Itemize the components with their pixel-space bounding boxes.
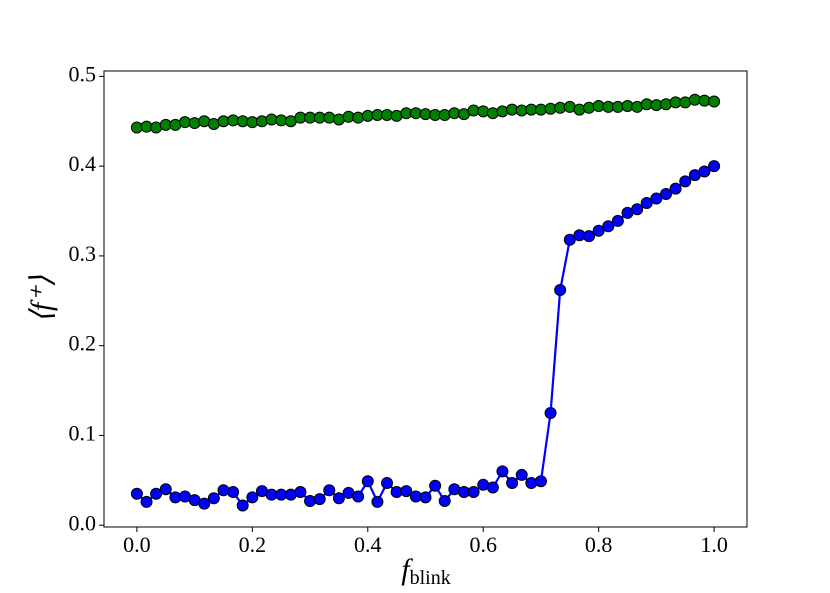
point (361, 475, 374, 488)
point (255, 115, 268, 128)
point (198, 497, 211, 510)
point (188, 117, 201, 130)
point (631, 203, 644, 216)
point (207, 492, 220, 505)
point (544, 407, 557, 419)
point (438, 494, 451, 507)
point (323, 484, 336, 497)
point (650, 192, 663, 205)
point (227, 485, 240, 498)
point (534, 475, 547, 488)
point (506, 477, 519, 490)
point (669, 182, 682, 195)
point (554, 284, 567, 297)
x-tick-label: 0.2 (239, 532, 267, 557)
x-tick-label: 1.0 (700, 532, 728, 557)
y-tick-label: 0.2 (69, 331, 97, 356)
y-tick-label: 0.0 (69, 510, 97, 535)
point (246, 491, 259, 504)
point (515, 468, 528, 481)
point (304, 494, 317, 507)
point (150, 487, 163, 500)
point (332, 492, 345, 505)
x-tick-label: 0.4 (354, 532, 382, 557)
point (708, 95, 721, 108)
y-tick-label: 0.5 (69, 61, 97, 86)
point (573, 103, 586, 116)
point (130, 487, 143, 500)
point (679, 175, 692, 188)
point (660, 98, 673, 111)
point (352, 111, 365, 124)
point (400, 485, 413, 498)
point (496, 105, 509, 118)
point (525, 477, 538, 490)
point (419, 491, 432, 504)
point (467, 485, 480, 498)
point (429, 479, 442, 492)
x-tick-label: 0.6 (469, 532, 497, 557)
point (496, 465, 509, 478)
x-label-sub: blink (410, 567, 451, 589)
point (323, 111, 336, 124)
y-tick-label: 0.4 (69, 151, 97, 176)
point (698, 165, 711, 178)
point (217, 484, 230, 497)
point (611, 214, 624, 227)
point (486, 481, 499, 494)
point (140, 495, 153, 508)
plot-frame (103, 70, 748, 528)
point (477, 105, 490, 118)
x-tick-label: 0.0 (123, 532, 151, 557)
point (583, 101, 596, 114)
point (438, 108, 451, 121)
y-axis-label: ⟨f⁺⟩ (25, 275, 58, 323)
x-tick-label: 0.8 (585, 532, 613, 557)
point (583, 230, 596, 243)
x-axis-label: fblink (401, 553, 450, 589)
point (294, 485, 307, 498)
point (381, 477, 394, 490)
point (352, 490, 365, 503)
point (313, 493, 326, 506)
y-tick-label: 0.1 (69, 420, 97, 445)
point (592, 224, 605, 237)
point (371, 495, 384, 508)
point (563, 233, 576, 246)
y-tick-label: 0.3 (69, 241, 97, 266)
point (640, 196, 653, 209)
point (486, 107, 499, 120)
point (602, 220, 615, 233)
point (660, 187, 673, 200)
point (159, 483, 172, 496)
point (708, 160, 721, 173)
point (236, 499, 249, 512)
